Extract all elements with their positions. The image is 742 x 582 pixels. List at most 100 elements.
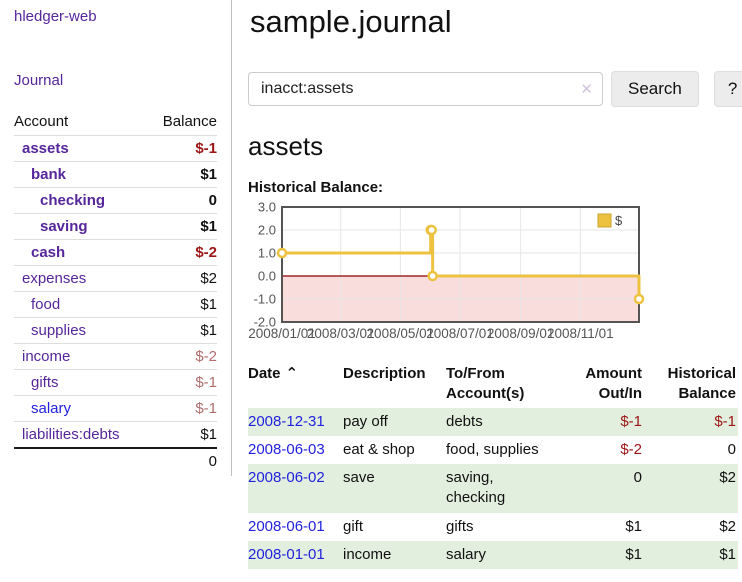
register-row: 2008-06-03eat & shopfood, supplies$-20 bbox=[248, 436, 738, 464]
help-button[interactable]: ? bbox=[714, 71, 742, 107]
register-date-cell: 2008-06-01 bbox=[248, 513, 343, 541]
account-row: income $-2 bbox=[14, 343, 217, 369]
main-panel: sample.journal ✕ Search ? assets Histori… bbox=[232, 0, 742, 569]
svg-text:2008/09/01: 2008/09/01 bbox=[487, 326, 555, 341]
register-account-cell: salary bbox=[446, 541, 556, 569]
transaction-date-link[interactable]: 2008-12-31 bbox=[248, 413, 325, 430]
clear-search-icon[interactable]: ✕ bbox=[580, 80, 593, 98]
account-row: cash $-2 bbox=[14, 239, 217, 265]
accounts-header-account: Account bbox=[14, 113, 68, 130]
register-date-cell: 2008-01-01 bbox=[248, 541, 343, 569]
register-row: 2008-01-01incomesalary$1$1 bbox=[248, 541, 738, 569]
register-balance-cell: $2 bbox=[644, 464, 738, 513]
account-balance: $-1 bbox=[195, 400, 217, 417]
register-description-cell: pay off bbox=[343, 408, 446, 436]
accounts-table: Account Balance assets $-1 bank $1 checking 0… bbox=[14, 110, 217, 474]
register-balance-cell: 0 bbox=[644, 436, 738, 464]
transaction-date-link[interactable]: 2008-01-01 bbox=[248, 546, 325, 563]
svg-text:2008/01/01: 2008/01/01 bbox=[248, 326, 316, 341]
account-balance: $1 bbox=[200, 166, 217, 183]
sidebar-account-link[interactable]: saving bbox=[40, 218, 88, 235]
sidebar-account-link[interactable]: liabilities:debts bbox=[22, 426, 120, 443]
sidebar-account-link[interactable]: income bbox=[22, 348, 70, 365]
register-date-cell: 2008-06-02 bbox=[248, 464, 343, 513]
account-row: gifts $-1 bbox=[14, 369, 217, 395]
transaction-date-link[interactable]: 2008-06-01 bbox=[248, 518, 325, 535]
sidebar-accounts-body: assets $-1 bank $1 checking 0 saving $1 cash $-2 e… bbox=[14, 135, 217, 447]
sort-ascending-icon: ⌃ bbox=[286, 365, 299, 382]
account-row: assets $-1 bbox=[14, 135, 217, 161]
transaction-date-link[interactable]: 2008-06-03 bbox=[248, 441, 325, 458]
account-balance: $-1 bbox=[195, 140, 217, 157]
sidebar-account-link[interactable]: assets bbox=[22, 140, 69, 157]
account-balance: $-2 bbox=[195, 348, 217, 365]
register-account-cell: gifts bbox=[446, 513, 556, 541]
register-date-cell: 2008-12-31 bbox=[248, 408, 343, 436]
register-date-cell: 2008-06-03 bbox=[248, 436, 343, 464]
svg-text:2008/07/01: 2008/07/01 bbox=[426, 326, 494, 341]
register-balance-cell: $1 bbox=[644, 541, 738, 569]
account-row: expenses $2 bbox=[14, 265, 217, 291]
account-row: liabilities:debts $1 bbox=[14, 421, 217, 447]
account-balance: $-2 bbox=[195, 244, 217, 261]
sidebar-account-link[interactable]: bank bbox=[31, 166, 66, 183]
account-row: salary $-1 bbox=[14, 395, 217, 421]
account-balance: $2 bbox=[200, 270, 217, 287]
sidebar-item-journal[interactable]: Journal bbox=[14, 72, 63, 89]
register-description-cell: income bbox=[343, 541, 446, 569]
search-form: ✕ Search ? bbox=[248, 71, 742, 107]
register-header-date: Date⌃ bbox=[248, 361, 343, 408]
brand-link[interactable]: hledger-web bbox=[14, 8, 97, 25]
search-input[interactable] bbox=[248, 72, 603, 106]
account-balance: $-1 bbox=[195, 374, 217, 391]
svg-text:1.0: 1.0 bbox=[258, 246, 276, 261]
svg-text:2008/11/01: 2008/11/01 bbox=[547, 326, 614, 341]
search-button[interactable]: Search bbox=[611, 71, 699, 107]
svg-text:2.0: 2.0 bbox=[258, 223, 276, 238]
search-input-wrap: ✕ bbox=[248, 72, 603, 106]
register-table: Date⌃ Description To/From Account(s) Amo… bbox=[248, 361, 738, 569]
chart-svg[interactable]: $3.02.01.00.0-1.0-2.02008/01/012008/03/0… bbox=[248, 204, 678, 344]
svg-text:0.0: 0.0 bbox=[258, 269, 276, 284]
legend-swatch bbox=[598, 214, 611, 227]
historical-balance-chart[interactable]: $3.02.01.00.0-1.0-2.02008/01/012008/03/0… bbox=[248, 204, 742, 344]
account-title: assets bbox=[248, 131, 742, 162]
sidebar-account-link[interactable]: supplies bbox=[31, 322, 86, 339]
chart-title: Historical Balance: bbox=[248, 179, 742, 196]
account-balance: 0 bbox=[209, 192, 217, 209]
svg-text:3.0: 3.0 bbox=[258, 200, 276, 215]
account-balance: $1 bbox=[200, 426, 217, 443]
register-header-amount: Amount Out/In bbox=[556, 361, 644, 408]
page-title: sample.journal bbox=[250, 4, 742, 40]
register-balance-cell: $2 bbox=[644, 513, 738, 541]
accounts-total-row: 0 bbox=[14, 447, 217, 474]
register-header-description: Description bbox=[343, 361, 446, 408]
transaction-date-link[interactable]: 2008-06-02 bbox=[248, 469, 325, 486]
register-account-cell: saving, checking bbox=[446, 464, 556, 513]
sidebar-account-link[interactable]: gifts bbox=[31, 374, 59, 391]
sidebar-account-link[interactable]: checking bbox=[40, 192, 105, 209]
register-row: 2008-06-01giftgifts$1$2 bbox=[248, 513, 738, 541]
register-row: 2008-12-31pay offdebts$-1$-1 bbox=[248, 408, 738, 436]
register-amount-cell: $-2 bbox=[556, 436, 644, 464]
register-body: 2008-12-31pay offdebts$-1$-12008-06-03ea… bbox=[248, 408, 738, 570]
legend-label: $ bbox=[615, 213, 623, 228]
sidebar-account-link[interactable]: expenses bbox=[22, 270, 86, 287]
register-balance-cell: $-1 bbox=[644, 408, 738, 436]
svg-text:-1.0: -1.0 bbox=[254, 292, 276, 307]
register-amount-cell: $1 bbox=[556, 541, 644, 569]
app-layout: hledger-web Journal Account Balance asse… bbox=[0, 0, 742, 569]
register-amount-cell: $-1 bbox=[556, 408, 644, 436]
register-account-cell: food, supplies bbox=[446, 436, 556, 464]
register-account-cell: debts bbox=[446, 408, 556, 436]
account-balance: $1 bbox=[200, 218, 217, 235]
sidebar: hledger-web Journal Account Balance asse… bbox=[0, 0, 232, 476]
register-header-account: To/From Account(s) bbox=[446, 361, 556, 408]
register-row: 2008-06-02savesaving, checking0$2 bbox=[248, 464, 738, 513]
register-description-cell: gift bbox=[343, 513, 446, 541]
register-header-balance: Historical Balance bbox=[644, 361, 738, 408]
accounts-header-balance: Balance bbox=[163, 113, 217, 130]
sidebar-account-link[interactable]: cash bbox=[31, 244, 65, 261]
sidebar-account-link[interactable]: salary bbox=[31, 400, 71, 417]
sidebar-account-link[interactable]: food bbox=[31, 296, 60, 313]
